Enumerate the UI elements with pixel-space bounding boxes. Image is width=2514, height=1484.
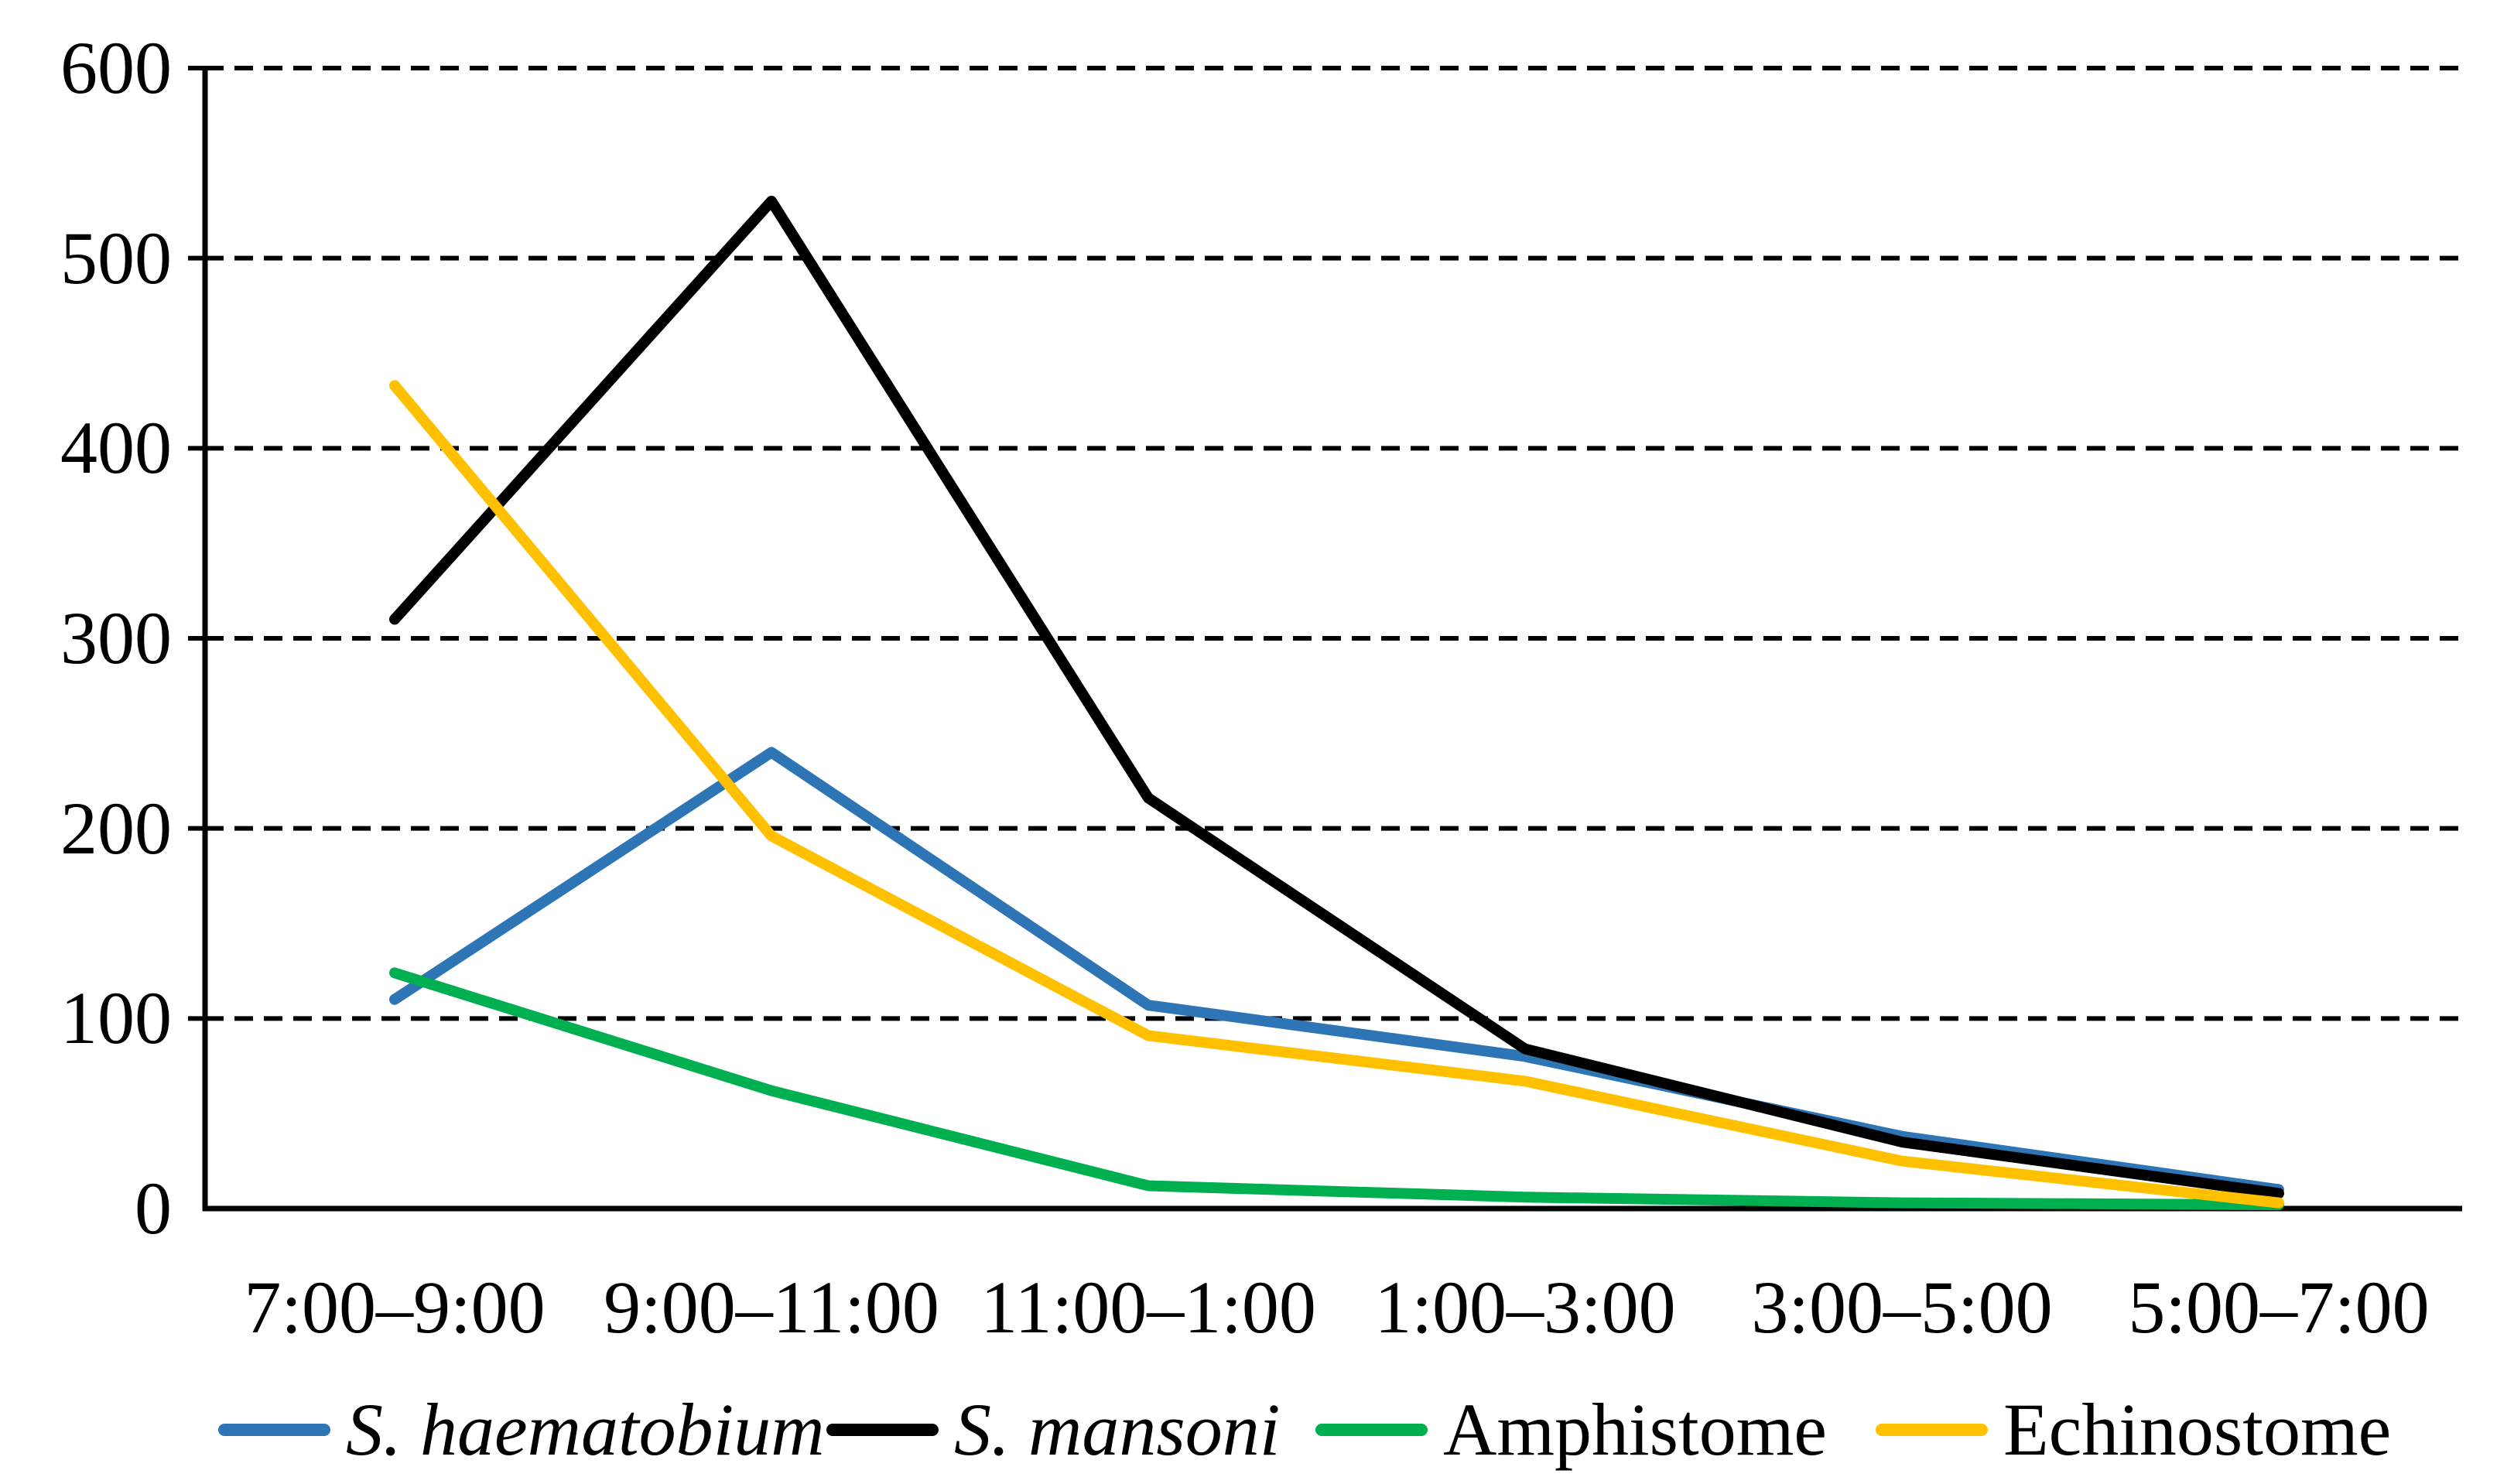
legend-swatch-icon	[218, 1424, 330, 1436]
series-line-s-mansoni	[389, 195, 2284, 1199]
x-axis-label-3: 1:00–3:00	[1374, 1266, 1676, 1349]
series-line-s-haematobium	[389, 747, 2284, 1195]
x-axis-label-5: 5:00–7:00	[2128, 1266, 2430, 1349]
x-axis-label-4: 3:00–5:00	[1751, 1266, 2053, 1349]
x-axis-label-1: 9:00–11:00	[604, 1266, 939, 1349]
legend-label: Echinostome	[2003, 1388, 2392, 1471]
x-axis-label-2: 11:00–1:00	[980, 1266, 1316, 1349]
legend-item-amphistome: Amphistome	[1315, 1387, 1827, 1472]
legend-swatch-icon	[1315, 1424, 1428, 1436]
legend-label: Amphistome	[1443, 1388, 1827, 1471]
legend-label: S. haematobium	[346, 1388, 825, 1471]
x-axis-label-0: 7:00–9:00	[244, 1266, 546, 1349]
y-axis-label-300: 300	[60, 597, 172, 679]
legend-item-s-mansoni: S. mansoni	[826, 1387, 1280, 1472]
y-axis-label-100: 100	[60, 976, 172, 1060]
legend-swatch-icon	[1876, 1424, 1988, 1436]
series-line-amphistome	[389, 967, 2284, 1211]
y-axis-label-400: 400	[60, 406, 172, 490]
legend-label: S. mansoni	[954, 1388, 1281, 1471]
legend-swatch-icon	[826, 1424, 939, 1436]
legend-item-echinostome: Echinostome	[1876, 1387, 2391, 1472]
y-axis-label-0: 0	[135, 1167, 172, 1250]
series-line-echinostome	[389, 380, 2284, 1209]
y-axis-label-200: 200	[60, 786, 172, 870]
y-axis-label-600: 600	[60, 26, 172, 109]
y-axis-label-500: 500	[60, 216, 172, 299]
legend-item-s-haematobium: S. haematobium	[218, 1387, 825, 1472]
